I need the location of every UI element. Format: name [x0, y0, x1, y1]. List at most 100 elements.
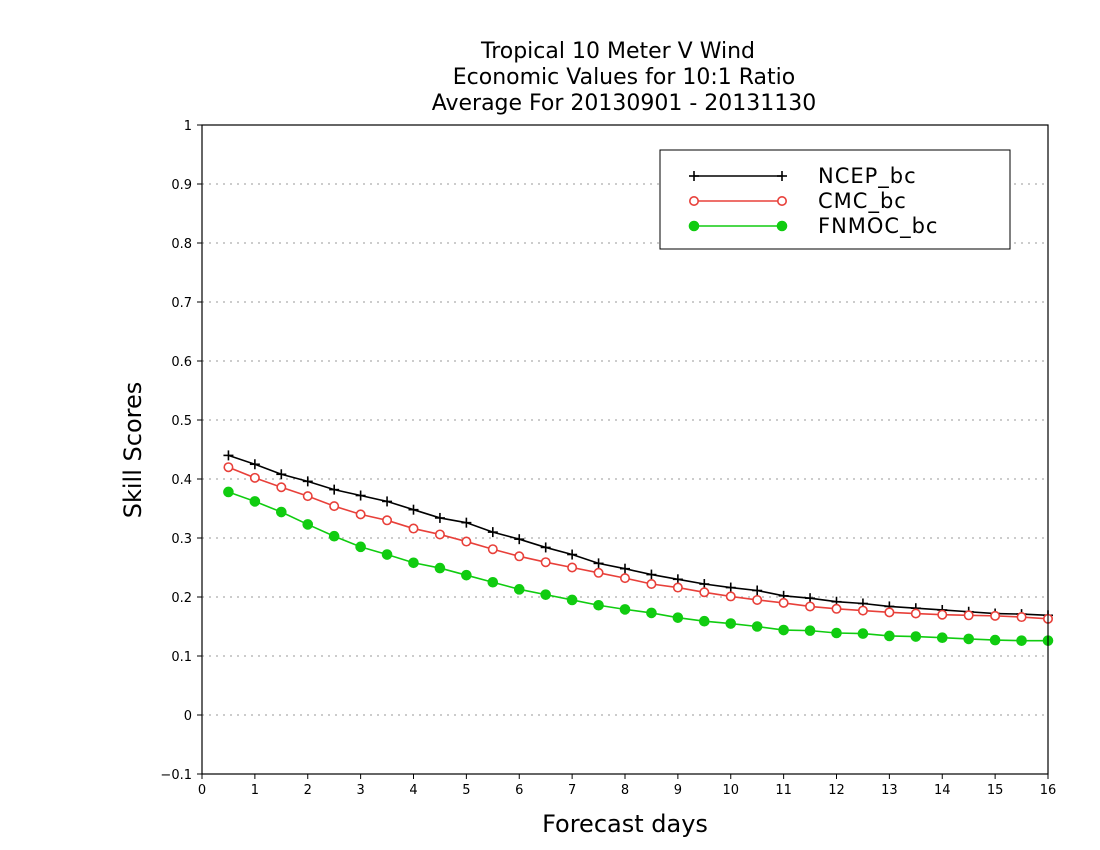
x-tick-label: 0 [198, 783, 206, 798]
data-point-fnmoc-bc [778, 624, 789, 636]
y-tick-label: 0.7 [171, 296, 192, 311]
data-point-cmc-bc [355, 509, 366, 520]
data-point-fnmoc-bc [1016, 635, 1027, 646]
data-point-fnmoc-bc [910, 631, 922, 642]
data-point-ncep-bc [276, 469, 287, 480]
chart-title-line-3: Average For 20130901 - 20131130 [432, 91, 817, 116]
data-point-fnmoc-bc [804, 625, 816, 636]
data-point-fnmoc-bc [434, 562, 446, 574]
data-point-cmc-bc [857, 605, 868, 616]
y-tick-label: 0.2 [171, 591, 192, 606]
data-point-fnmoc-bc [619, 604, 631, 615]
data-point-cmc-bc [831, 603, 842, 614]
data-point-cmc-bc [487, 544, 498, 555]
data-point-fnmoc-bc [963, 633, 974, 645]
legend-item-cmc-bc: CMC_bc [688, 189, 907, 214]
series-layer [223, 450, 1054, 646]
y-tick-label: 0.9 [171, 178, 192, 193]
data-point-ncep-bc [382, 496, 393, 507]
data-point-fnmoc-bc [328, 530, 340, 542]
data-point-cmc-bc [672, 582, 683, 593]
data-point-ncep-bc [593, 558, 604, 569]
data-point-ncep-bc [249, 459, 260, 470]
data-point-cmc-bc [514, 551, 525, 562]
legend-item-fnmoc-bc: FNMOC_bc [688, 214, 937, 239]
data-point-cmc-bc [408, 523, 419, 534]
data-point-cmc-bc [752, 594, 763, 605]
x-tick-label: 9 [674, 783, 682, 798]
axis-ticks: −0.100.10.20.30.40.50.60.70.80.910 1 2 3 4 5 6… [160, 119, 1056, 798]
data-point-ncep-bc [223, 450, 234, 461]
data-point-cmc-bc [593, 567, 604, 578]
data-point-cmc-bc [249, 472, 260, 483]
series-line-fnmoc-bc [228, 491, 1048, 642]
y-tick-label: 0.4 [171, 473, 192, 488]
legend-item-ncep-bc: NCEP_bc [689, 164, 917, 189]
data-point-cmc-bc [434, 529, 445, 540]
legend-marker [777, 171, 787, 181]
legend-box [659, 149, 1011, 250]
data-point-fnmoc-bc [751, 621, 763, 632]
x-tick-label: 16 [1040, 783, 1057, 798]
data-point-ncep-bc [487, 527, 498, 538]
data-point-ncep-bc [408, 504, 419, 515]
data-point-cmc-bc [725, 591, 736, 602]
data-point-ncep-bc [329, 484, 340, 495]
legend-marker [688, 220, 700, 232]
data-point-cmc-bc [884, 607, 895, 618]
data-point-cmc-bc [567, 562, 578, 573]
x-axis-label: Forecast days [542, 810, 708, 838]
y-tick-label: 1 [184, 119, 192, 134]
data-point-fnmoc-bc [593, 599, 604, 611]
y-tick-label: 0.3 [171, 532, 192, 547]
data-point-cmc-bc [963, 610, 974, 621]
x-tick-label: 14 [934, 783, 951, 798]
data-point-fnmoc-bc [513, 584, 525, 595]
data-point-cmc-bc [619, 573, 630, 584]
data-point-fnmoc-bc [936, 632, 948, 644]
data-point-cmc-bc [461, 536, 472, 547]
data-point-cmc-bc [937, 609, 948, 620]
data-point-fnmoc-bc [487, 576, 499, 588]
chart-title-line-1: Tropical 10 Meter V Wind [480, 39, 755, 64]
legend-label: CMC_bc [818, 189, 907, 214]
data-point-ncep-bc [514, 534, 525, 545]
data-point-fnmoc-bc [461, 569, 472, 581]
data-point-ncep-bc [752, 585, 763, 596]
data-point-ncep-bc [302, 476, 313, 487]
series-fnmoc-bc [223, 486, 1054, 646]
y-tick-label: 0.8 [171, 237, 192, 252]
data-point-fnmoc-bc [355, 541, 366, 553]
x-tick-label: 7 [568, 783, 576, 798]
x-tick-label: 1 [251, 783, 259, 798]
data-point-fnmoc-bc [381, 549, 393, 560]
data-point-fnmoc-bc [672, 612, 684, 623]
series-cmc-bc [223, 462, 1054, 624]
data-point-cmc-bc [778, 597, 789, 608]
data-point-fnmoc-bc [566, 594, 578, 606]
data-point-ncep-bc [620, 563, 630, 574]
data-point-cmc-bc [382, 515, 393, 526]
legend-label: NCEP_bc [818, 164, 917, 189]
data-point-cmc-bc [223, 462, 234, 473]
data-point-fnmoc-bc [408, 557, 419, 569]
x-tick-label: 2 [304, 783, 312, 798]
x-tick-label: 13 [881, 783, 898, 798]
series-ncep-bc [223, 450, 1053, 621]
series-line-ncep-bc [228, 454, 1049, 617]
x-tick-label: 11 [775, 783, 792, 798]
data-point-ncep-bc [725, 582, 736, 593]
data-point-ncep-bc [567, 549, 578, 560]
data-point-cmc-bc [699, 587, 710, 598]
x-tick-label: 8 [621, 783, 629, 798]
data-point-ncep-bc [540, 542, 551, 553]
data-point-fnmoc-bc [223, 486, 234, 498]
data-point-fnmoc-bc [276, 506, 287, 518]
x-tick-label: 15 [987, 783, 1004, 798]
y-axis-label: Skill Scores [119, 382, 147, 519]
legend-marker [776, 196, 787, 207]
data-point-ncep-bc [646, 569, 657, 580]
data-point-cmc-bc [990, 610, 1001, 621]
